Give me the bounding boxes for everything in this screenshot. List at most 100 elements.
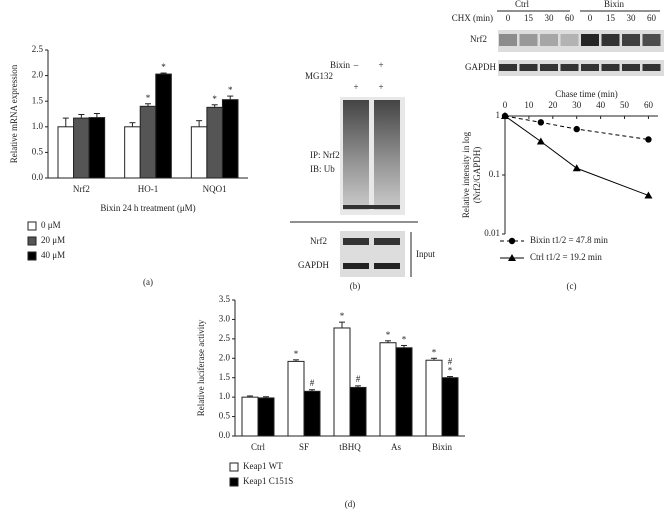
blot-band	[601, 64, 620, 71]
x-tick-label: 30	[572, 100, 582, 110]
blot-label: GAPDH	[465, 62, 497, 72]
significance-mark: *	[432, 347, 437, 357]
blot-band	[374, 238, 400, 245]
x-tick-label: 50	[620, 100, 630, 110]
error-bar	[385, 340, 391, 343]
blot-band	[581, 64, 599, 71]
blot-band	[642, 64, 661, 71]
error-bar	[247, 395, 253, 398]
blot-band	[343, 263, 369, 269]
error-bar	[309, 389, 315, 392]
bar	[155, 73, 172, 179]
significance-mark: #	[310, 378, 315, 388]
significance-mark: *	[448, 366, 453, 376]
error-bar	[263, 396, 269, 398]
error-bar	[339, 321, 345, 328]
x-tick-label: tBHQ	[339, 442, 361, 452]
blot-background	[340, 231, 405, 277]
bar	[241, 396, 259, 437]
x-tick-label: NQO1	[203, 184, 227, 194]
blot-label: IB: Ub	[310, 164, 335, 174]
blot-band	[560, 64, 579, 71]
lane-label: 0	[506, 13, 511, 23]
bar	[57, 126, 75, 179]
caption: (a)	[143, 277, 153, 287]
significance-mark: #	[356, 374, 361, 384]
blot-label: Nrf2	[310, 236, 327, 246]
significance-mark: #	[448, 357, 453, 367]
legend-swatch	[27, 221, 37, 231]
blot-band	[560, 34, 579, 46]
lane-label: +	[378, 82, 383, 92]
point	[645, 136, 652, 143]
group-label: Ctrl	[515, 0, 530, 9]
bar	[257, 397, 275, 437]
blot-band	[622, 64, 640, 71]
error-bar	[145, 103, 151, 107]
caption: (d)	[345, 499, 356, 509]
x-tick-label: As	[391, 442, 401, 452]
x-tick-label: 20	[548, 100, 558, 110]
legend-marker	[508, 254, 516, 261]
significance-mark: *	[212, 94, 217, 104]
significance-mark: *	[146, 93, 151, 103]
legend-marker	[508, 237, 516, 245]
error-bar	[62, 117, 69, 127]
significance-mark: *	[161, 62, 166, 72]
y-tick-label: 2.0	[219, 352, 231, 362]
blot-band	[343, 205, 400, 209]
blot-smear	[374, 100, 400, 210]
legend-swatch	[27, 236, 37, 246]
bar	[73, 117, 90, 179]
blot-label: Input	[416, 249, 435, 259]
legend-swatch	[229, 462, 239, 472]
significance-mark: *	[340, 311, 345, 321]
blot-label: GAPDH	[298, 260, 330, 270]
point	[537, 119, 545, 126]
lane-label: 30	[627, 13, 637, 23]
bar	[333, 327, 351, 437]
blot-smear	[343, 100, 369, 210]
bar	[221, 99, 239, 179]
bar	[124, 126, 141, 179]
error-bar	[227, 95, 234, 100]
bar	[139, 105, 157, 179]
bar	[349, 386, 367, 437]
x-tick-label: 10	[524, 100, 534, 110]
y-axis-label: Relative intensity in log	[461, 131, 471, 218]
error-bar	[196, 120, 203, 127]
bar	[425, 359, 443, 437]
x-tick-label: Bixin	[432, 442, 453, 452]
blot-label: MG132	[305, 71, 333, 81]
error-bar	[160, 72, 167, 75]
y-axis-label: Relative mRNA expression	[9, 64, 19, 163]
y-tick-label: 1.5	[219, 372, 231, 382]
significance-mark: *	[294, 349, 299, 359]
y-tick-label: 0.0	[32, 172, 44, 182]
blot-band	[519, 34, 538, 46]
error-bar	[129, 122, 136, 127]
blot-label: IP: Nrf2	[310, 150, 340, 160]
y-tick-label: 0.0	[219, 430, 231, 440]
point	[644, 191, 653, 199]
lane-label: 15	[606, 13, 616, 23]
legend-label: Keap1 WT	[243, 461, 283, 471]
error-bar	[78, 114, 85, 119]
group-label: Bixin	[604, 0, 625, 9]
legend-swatch	[229, 477, 239, 487]
y-tick-label: 0.5	[219, 411, 231, 421]
error-bar	[431, 357, 437, 361]
y-tick-label: 3.5	[219, 294, 231, 304]
legend-label: Bixin t1/2 = 47.8 min	[530, 235, 608, 245]
blot-band	[581, 34, 599, 46]
legend-swatch	[27, 251, 37, 261]
lane-label: 60	[647, 13, 657, 23]
lane-label: 60	[565, 13, 575, 23]
point	[573, 125, 580, 133]
x-axis-label: Chase time (min)	[555, 89, 618, 99]
error-bar	[93, 112, 100, 118]
y-tick-label: 0.01	[484, 228, 500, 238]
significance-mark: *	[386, 330, 391, 340]
legend-label: 20 μM	[41, 235, 65, 245]
